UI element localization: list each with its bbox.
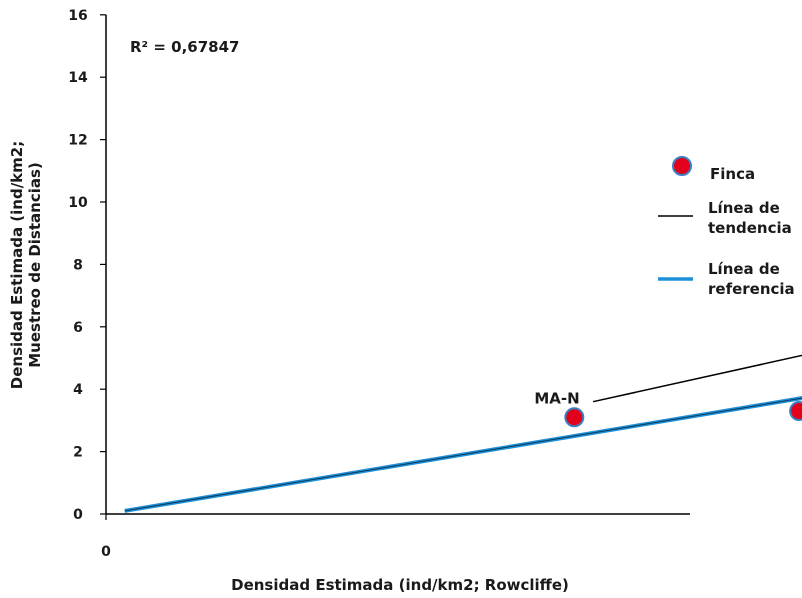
y-axis-title: Densidad Estimada (ind/km2; Muestreo de … — [8, 141, 44, 389]
y-tick-label: 14 — [68, 70, 88, 86]
y-tick-label: 10 — [68, 195, 88, 211]
r-squared-label: R² = 0,67847 — [130, 38, 239, 56]
data-point — [564, 407, 585, 428]
point-label: MA-N — [534, 389, 579, 407]
legend-trend-label-line-2: tendencia — [708, 219, 792, 237]
y-tick-label: 2 — [73, 445, 83, 461]
legend-reference-label-line-2: referencia — [708, 280, 795, 298]
y-tick-label: 16 — [68, 8, 87, 24]
x-tick-label: 0 — [101, 544, 111, 560]
legend-trend-label-line-1: Línea de — [708, 199, 780, 217]
legend: Finca Línea de tendencia Línea de refere… — [658, 156, 795, 298]
y-axis-title-line-2: Muestreo de Distancias) — [26, 162, 44, 368]
data-points — [564, 401, 802, 428]
reference-line-core — [124, 397, 802, 512]
reference-line — [124, 396, 802, 513]
y-tick-label: 4 — [73, 382, 83, 398]
y-tick-label: 8 — [73, 257, 83, 273]
axes: 0246810121416051015 — [68, 8, 690, 560]
point-labels: PUCRSOEBMA-SRBGMA-N — [534, 389, 579, 407]
data-point — [789, 401, 802, 422]
y-tick-label: 0 — [73, 507, 83, 523]
y-axis-title-line-1: Densidad Estimada (ind/km2; — [8, 141, 26, 389]
y-tick-label: 6 — [73, 320, 83, 336]
legend-finca-label: Finca — [710, 165, 755, 183]
x-axis-title: Densidad Estimada (ind/km2; Rowcliffe) — [231, 576, 569, 594]
legend-reference-label-line-1: Línea de — [708, 260, 780, 278]
legend-finca-marker — [672, 156, 692, 176]
y-tick-label: 12 — [68, 133, 87, 149]
chart-lines — [124, 354, 802, 513]
